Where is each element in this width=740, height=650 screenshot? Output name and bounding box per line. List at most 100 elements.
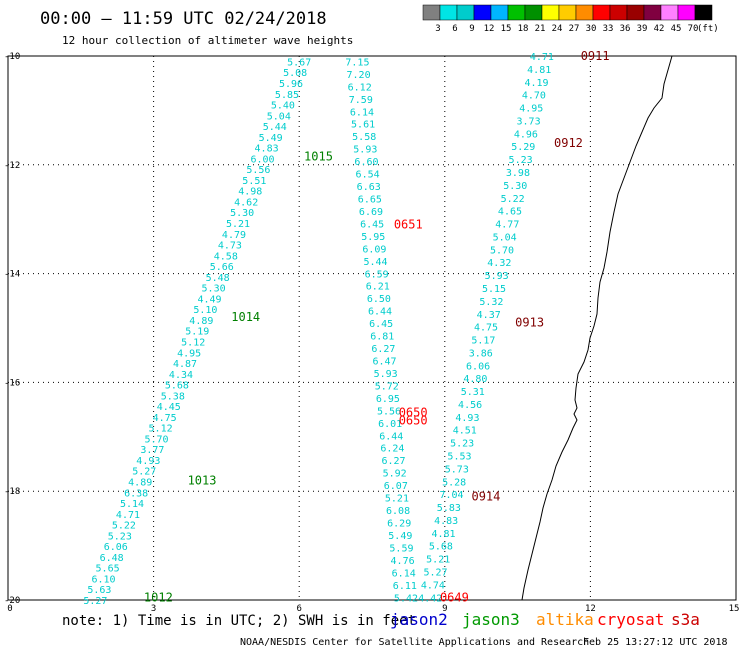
footer-credit: NOAA/NESDIS Center for Satellite Applica… [240, 637, 589, 648]
coastline [521, 55, 673, 601]
wave-height-value: 6.44 [368, 307, 392, 318]
wave-height-value: 4.32 [487, 258, 511, 269]
wave-height-value: 5.70 [490, 245, 514, 256]
wave-height-value: 5.22 [112, 521, 136, 532]
wave-height-value: 5.04 [493, 232, 517, 243]
wave-height-value: 5.49 [388, 531, 412, 542]
wave-height-value: 5.10 [193, 305, 217, 316]
x-tick-label: 15 [729, 604, 740, 614]
wave-height-value: 7.59 [349, 95, 373, 106]
wave-height-value: 6.14 [350, 107, 374, 118]
wave-height-value: 4.65 [498, 207, 522, 218]
x-tick-label: 3 [151, 604, 156, 614]
wave-height-value: 5.21 [226, 219, 250, 230]
wave-height-value: 6.27 [382, 456, 406, 467]
wave-height-value: 5.61 [351, 120, 375, 131]
wave-height-value: 5.48 [206, 273, 230, 284]
wave-height-value: 4.89 [128, 478, 152, 489]
satellite-tracks: 5.675.085.965.855.405.045.445.494.836.00… [83, 49, 609, 607]
wave-height-value: 5.32 [479, 297, 503, 308]
wave-height-value: 6.10 [91, 574, 115, 585]
wave-height-value: 5.27 [83, 596, 107, 607]
legend-label: 33 [603, 24, 614, 34]
satellite-name-s3a: s3a [671, 610, 700, 629]
track-time-label: 0912 [554, 136, 583, 150]
x-tick-label: 6 [296, 604, 301, 614]
legend-swatch [626, 4, 645, 21]
wave-height-value: 5.68 [165, 381, 189, 392]
legend-label: 12 [484, 24, 495, 34]
legend-label: 70 [688, 24, 699, 34]
legend-label: 24 [552, 24, 563, 34]
wave-height-value: 5.29 [511, 142, 535, 153]
wave-height-value: 4.83 [434, 516, 458, 527]
wave-height-value: 4.75 [153, 413, 177, 424]
wave-height-value: 4.96 [514, 129, 538, 140]
wave-height-value: 5.08 [283, 68, 307, 79]
legend-swatch [456, 4, 475, 21]
wave-height-value: 3.86 [469, 348, 493, 359]
x-tick-label: 0 [7, 604, 12, 614]
wave-height-value: 5.72 [375, 381, 399, 392]
map-grid [8, 56, 736, 600]
legend-label: 39 [637, 24, 648, 34]
footer-note: note: 1) Time is in UTC; 2) SWH is in fe… [62, 613, 416, 629]
wave-height-value: 6.01 [378, 419, 402, 430]
legend-swatch [541, 4, 560, 21]
legend-label: (ft) [697, 24, 719, 34]
wave-height-value: 4.45 [157, 402, 181, 413]
legend-swatch [660, 4, 679, 21]
legend-label: 18 [518, 24, 529, 34]
track-time-label: 1012 [144, 590, 173, 604]
wave-height-value: 5.19 [185, 327, 209, 338]
wave-height-value: 6.50 [367, 294, 391, 305]
wave-height-value: 5.12 [181, 337, 205, 348]
x-tick-label: 12 [585, 604, 596, 614]
satellite-name-jason2: jason2 [390, 610, 448, 629]
wave-height-value: 6.21 [366, 282, 390, 293]
legend-swatch [490, 4, 509, 21]
wave-height-value: 6.48 [100, 553, 124, 564]
wave-height-value: 4.70 [522, 91, 546, 102]
wave-height-value: 6.38 [124, 488, 148, 499]
wave-height-value: 4.19 [525, 78, 549, 89]
page-subtitle: 12 hour collection of altimeter wave hei… [62, 34, 353, 47]
wave-height-value: 5.92 [383, 469, 407, 480]
wave-height-value: 5.42 [394, 593, 418, 604]
legend-swatch [473, 4, 492, 21]
wave-height-value: 4.95 [177, 348, 201, 359]
track-time-label: 0650 [399, 413, 428, 427]
legend-label: 27 [569, 24, 580, 34]
satellite-name-altika: altika [536, 610, 594, 629]
legend-swatch [575, 4, 594, 21]
wave-height-value: 5.95 [361, 232, 385, 243]
wave-height-value: 4.42 [418, 593, 442, 604]
legend-label: 21 [535, 24, 546, 34]
wave-height-value: 5.68 [429, 542, 453, 553]
wave-height-value: 4.51 [453, 426, 477, 437]
track-track-0651: 7.157.206.127.596.145.615.585.936.606.54… [345, 57, 427, 604]
wave-height-value: 5.30 [202, 284, 226, 295]
wave-height-value: 3.98 [506, 168, 530, 179]
wave-height-value: 5.38 [161, 391, 185, 402]
wave-height-value: 4.49 [197, 294, 221, 305]
wave-height-value: 4.81 [527, 65, 551, 76]
wave-height-value: 6.27 [371, 344, 395, 355]
wave-height-value: 6.45 [369, 319, 393, 330]
wave-height-value: 6.54 [356, 170, 380, 181]
wave-height-value: 5.23 [450, 439, 474, 450]
wave-height-value: 5.15 [482, 284, 506, 295]
legend-swatch [524, 4, 543, 21]
satellite-key: jason2 jason3 altika cryosat s3a [390, 610, 700, 629]
y-tick-label: -10 [4, 52, 20, 62]
track-track-0911: 4.71 4.81 4.19 4.70 4.953.73 4.96 5.29 5.23 3.98… [418, 49, 609, 604]
wave-height-value: 6.81 [370, 332, 394, 343]
y-tick-label: -16 [4, 378, 20, 388]
wave-height-value: 6.09 [362, 244, 386, 255]
axis-ticks: 0 3 6 9 12 15 -10 -12 -14 -16 -18 -20 [4, 52, 739, 614]
wave-height-value: 5.04 [267, 111, 291, 122]
wave-height-value: 5.70 [144, 434, 168, 445]
map-frame [7, 55, 737, 601]
wave-height-value: 4.80 [463, 374, 487, 385]
